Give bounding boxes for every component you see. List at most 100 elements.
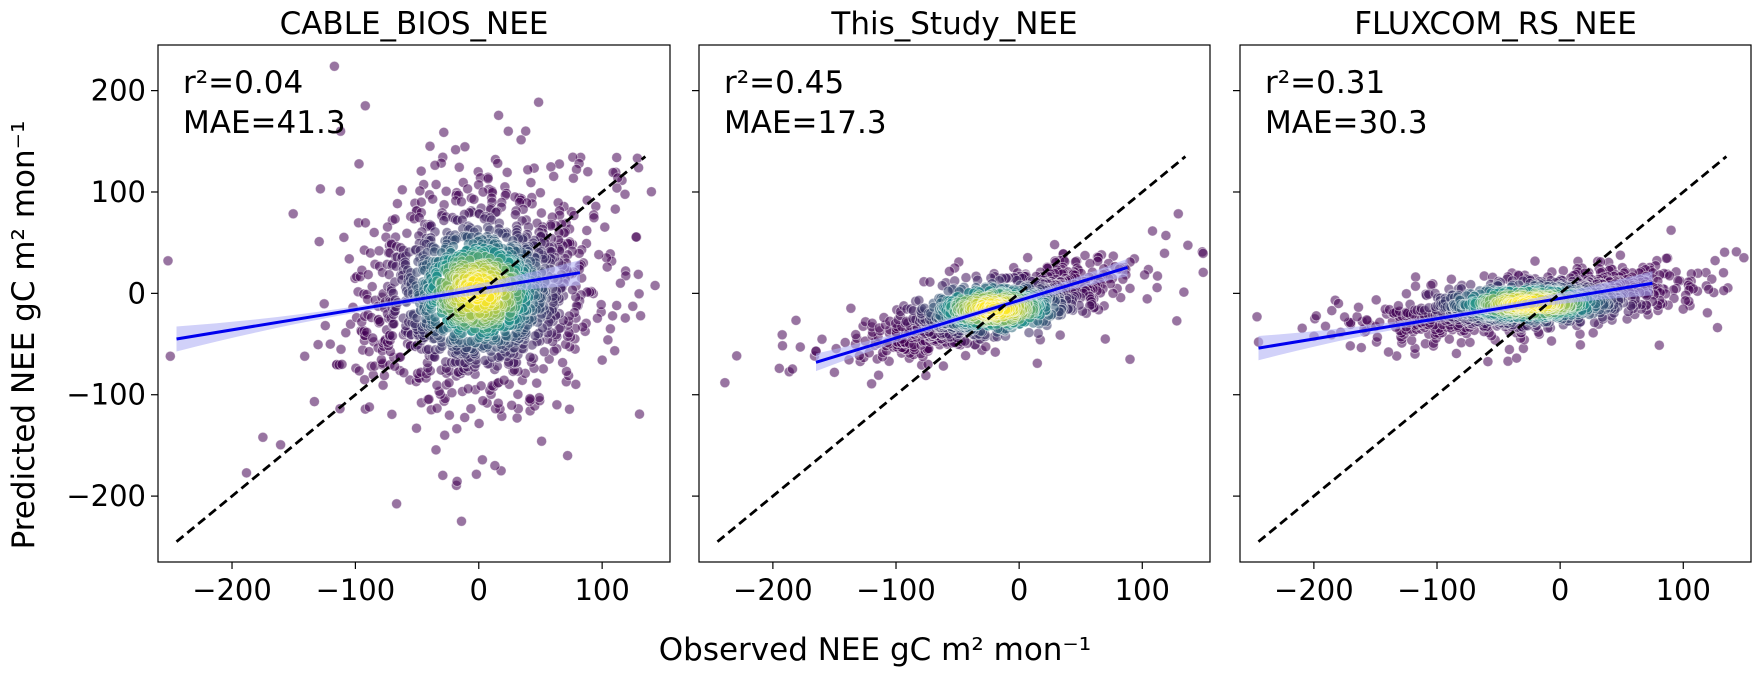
scatter-point (1575, 339, 1586, 351)
scatter-point (451, 475, 463, 487)
scatter-point (633, 288, 645, 300)
scatter-point (773, 362, 785, 374)
scatter-point (611, 300, 623, 311)
scatter-point (324, 338, 336, 350)
scatter-point (1719, 246, 1730, 258)
panel-title: CABLE_BIOS_NEE (280, 6, 549, 42)
scatter-point (1703, 283, 1715, 295)
scatter-point (557, 357, 568, 369)
scatter-point (595, 299, 607, 311)
scatter-point (1661, 252, 1672, 264)
scatter-point (731, 350, 743, 362)
one-to-one-line (1257, 155, 1728, 543)
scatter-point (536, 207, 547, 219)
scatter-point (794, 341, 806, 353)
scatter-point (308, 396, 320, 408)
plot-area (162, 60, 661, 543)
scatter-point (619, 188, 631, 200)
x-tick-label: 100 (574, 573, 629, 607)
scatter-point (501, 166, 513, 178)
scatter-point (1712, 322, 1723, 334)
scatter-point (1139, 269, 1150, 281)
scatter-point (343, 253, 355, 265)
scatter-point (373, 245, 385, 257)
scatter-point (630, 231, 642, 243)
scatter-point (511, 412, 523, 424)
scatter-point (431, 379, 443, 391)
scatter-point (593, 249, 605, 261)
scatter-point (493, 110, 505, 121)
scatter-point (609, 203, 621, 215)
scatter-point (386, 330, 398, 342)
r2-annotation: r²=0.45 (724, 65, 844, 101)
axes-frame (1239, 44, 1752, 563)
scatter-point (787, 363, 798, 375)
scatter-point (477, 186, 489, 198)
scatter-point (334, 185, 346, 197)
scatter-point (567, 284, 578, 296)
scatter-point (438, 215, 450, 226)
scatter-point (430, 179, 442, 190)
scatter-point (359, 217, 371, 229)
scatter-point (1147, 225, 1158, 237)
panel-3: FLUXCOM_RS_NEE −200 −100 0 100 r²=0.31 MAE=30.… (1233, 6, 1752, 607)
y-tick-label: −200 (66, 479, 146, 513)
scatter-point (524, 393, 536, 405)
scatter-point (533, 96, 544, 108)
scatter-point (1702, 307, 1713, 319)
scatter-point (960, 350, 971, 362)
scatter-point (611, 182, 623, 194)
scatter-point (338, 231, 350, 243)
scatter-point (1529, 255, 1541, 267)
scatter-point (1410, 271, 1421, 283)
scatter-point (1022, 252, 1034, 264)
scatter-point (328, 60, 340, 72)
y-tick-label: 200 (91, 74, 146, 108)
scatter-point (1172, 208, 1184, 220)
scatter-point (1141, 293, 1153, 305)
scatter-point (649, 280, 661, 291)
scatter-point (1370, 294, 1382, 306)
scatter-point (353, 158, 365, 170)
scatter-point (588, 212, 600, 224)
scatter-point (776, 329, 788, 341)
scatter-point (1718, 267, 1729, 279)
scatter-point (414, 185, 426, 197)
scatter-point (465, 403, 477, 415)
scatter-point (313, 236, 325, 248)
scatter-point (1668, 292, 1680, 304)
scatter-point (829, 366, 840, 378)
scatter-point (1451, 348, 1462, 359)
scatter-point (866, 378, 877, 390)
y-tick-label: 0 (128, 276, 146, 310)
scatter-point (777, 340, 788, 352)
scatter-point (719, 377, 731, 389)
scatter-point (1160, 230, 1172, 241)
scatter-point (582, 166, 594, 178)
scatter-point (924, 276, 936, 288)
scatter-point (162, 255, 174, 267)
x-tick-label: 0 (470, 573, 488, 607)
scatter-point (1615, 249, 1626, 261)
scatter-point (312, 339, 324, 351)
scatter-point (462, 183, 474, 195)
scatter-point (388, 318, 400, 330)
scatter-point (850, 329, 862, 341)
scatter-point (391, 498, 403, 510)
scatter-point (619, 312, 631, 324)
scatter-point (1151, 282, 1163, 294)
scatter-point (1410, 280, 1421, 292)
scatter-point (453, 161, 465, 173)
scatter-point (1665, 224, 1677, 236)
scatter-point (1079, 250, 1091, 261)
scatter-point (451, 423, 463, 435)
scatter-point (498, 374, 510, 386)
scatter-point (1653, 339, 1665, 351)
scatter-point (450, 144, 462, 156)
scatter-point (1107, 287, 1119, 299)
scatter-point (535, 187, 546, 199)
scatter-point (336, 358, 348, 370)
scatter-point (492, 157, 504, 169)
scatter-point (1504, 344, 1515, 355)
